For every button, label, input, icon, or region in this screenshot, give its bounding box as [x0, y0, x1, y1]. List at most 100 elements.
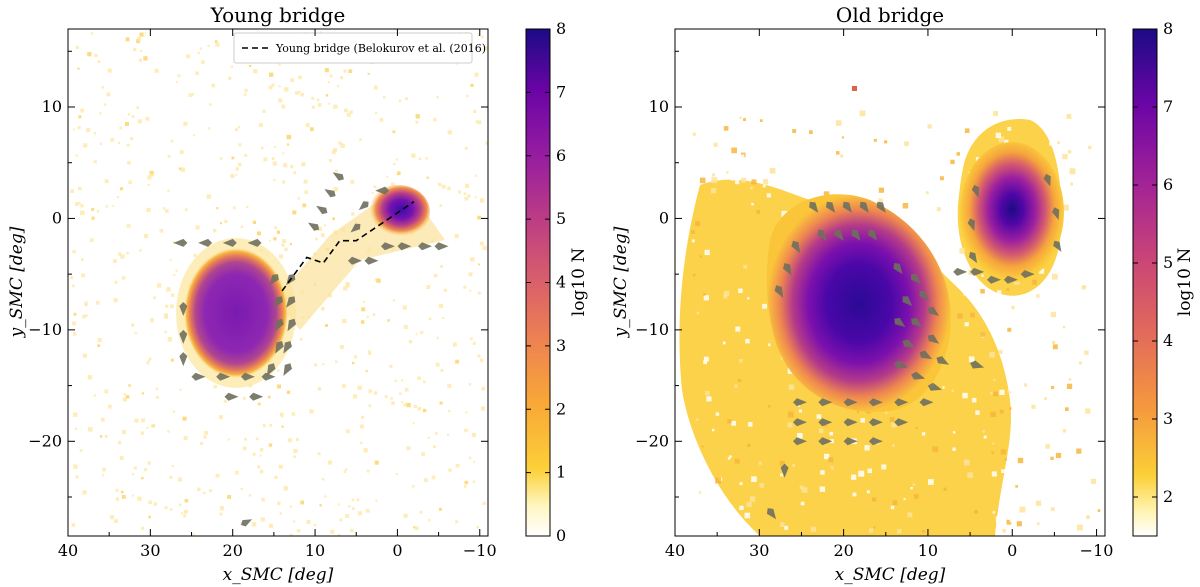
noise-pixel [1097, 212, 1100, 215]
noise-pixel [1052, 273, 1058, 280]
noise-pixel [863, 135, 867, 140]
noise-pixel [993, 379, 996, 382]
noise-pixel [82, 353, 87, 358]
noise-pixel [120, 490, 124, 494]
noise-pixel [125, 122, 129, 126]
noise-pixel [809, 130, 813, 134]
noise-pixel [711, 428, 715, 432]
young-colorbar-tick-label: 1 [556, 463, 566, 482]
noise-pixel [136, 106, 140, 110]
noise-pixel [278, 63, 281, 66]
noise-pixel [131, 494, 134, 497]
noise-pixel [179, 503, 182, 506]
noise-pixel [329, 74, 333, 78]
noise-pixel [851, 474, 857, 480]
old-velocity-arrow [953, 267, 968, 276]
young-colorbar-tick-label: 3 [556, 336, 566, 355]
noise-pixel [357, 511, 362, 516]
noise-pixel [873, 526, 876, 529]
noise-pixel [464, 183, 470, 188]
noise-pixel [330, 529, 335, 534]
noise-pixel [1052, 344, 1058, 350]
noise-pixel [731, 420, 736, 426]
noise-pixel [282, 239, 287, 243]
noise-pixel [327, 81, 330, 84]
noise-pixel [743, 264, 748, 269]
noise-pixel [274, 475, 278, 479]
noise-pixel [290, 165, 294, 169]
noise-pixel [797, 433, 803, 439]
noise-pixel [956, 152, 960, 156]
noise-pixel [700, 490, 707, 497]
noise-pixel [751, 476, 757, 482]
old-velocity-arrow [834, 229, 844, 241]
noise-pixel [371, 191, 374, 194]
noise-pixel [193, 253, 197, 257]
noise-pixel [119, 456, 124, 461]
noise-pixel [1002, 529, 1006, 533]
young-smc-blob [184, 248, 288, 378]
noise-pixel [323, 224, 326, 227]
noise-pixel [178, 167, 182, 170]
noise-pixel [699, 255, 702, 258]
noise-pixel [420, 330, 424, 334]
noise-pixel [1032, 279, 1037, 285]
noise-pixel [170, 508, 173, 511]
noise-pixel [989, 352, 995, 358]
noise-pixel [183, 436, 188, 441]
noise-pixel [184, 208, 188, 212]
noise-pixel [903, 498, 906, 501]
noise-pixel [311, 105, 315, 109]
noise-pixel [727, 419, 732, 424]
noise-pixel [299, 338, 303, 341]
noise-pixel [1055, 452, 1062, 459]
noise-pixel [159, 229, 164, 233]
noise-pixel [100, 417, 105, 422]
noise-pixel [952, 431, 956, 434]
noise-pixel [472, 480, 476, 483]
noise-pixel [886, 136, 890, 140]
noise-pixel [473, 109, 477, 114]
noise-pixel [345, 429, 350, 434]
noise-pixel [1024, 383, 1028, 387]
legend-entry: Young bridge (Belokurov et al. (2016) [275, 42, 486, 55]
noise-pixel [97, 337, 102, 342]
noise-pixel [363, 300, 366, 303]
noise-pixel [230, 174, 235, 179]
noise-pixel [897, 529, 902, 534]
noise-pixel [182, 416, 187, 421]
young-colorbar-tick-label: 5 [556, 209, 566, 228]
noise-pixel [373, 185, 377, 189]
noise-pixel [470, 83, 474, 87]
noise-pixel [463, 485, 467, 488]
noise-pixel [1066, 383, 1073, 389]
young-velocity-arrow [287, 318, 297, 332]
noise-pixel [824, 453, 830, 460]
noise-pixel [352, 394, 358, 399]
noise-pixel [257, 402, 261, 406]
noise-pixel [169, 258, 172, 262]
old-y-tick-label: 10 [649, 97, 669, 116]
noise-pixel [759, 483, 765, 488]
noise-pixel [464, 480, 468, 485]
noise-pixel [1084, 350, 1089, 355]
noise-pixel [290, 78, 295, 82]
young-velocity-arrow [275, 341, 284, 354]
noise-pixel [840, 154, 844, 158]
noise-pixel [912, 483, 916, 486]
noise-pixel [829, 439, 834, 444]
noise-pixel [1058, 445, 1062, 448]
young-velocity-arrow [283, 363, 292, 376]
noise-pixel [164, 506, 168, 510]
noise-pixel [455, 463, 460, 468]
noise-pixel [384, 395, 388, 399]
young-velocity-arrow [216, 372, 231, 381]
noise-pixel [392, 130, 396, 134]
noise-pixel [278, 254, 284, 259]
noise-pixel [183, 121, 188, 126]
noise-pixel [319, 504, 322, 507]
noise-pixel [243, 396, 247, 400]
noise-pixel [255, 437, 259, 441]
noise-pixel [1058, 485, 1063, 491]
noise-pixel [253, 69, 258, 74]
